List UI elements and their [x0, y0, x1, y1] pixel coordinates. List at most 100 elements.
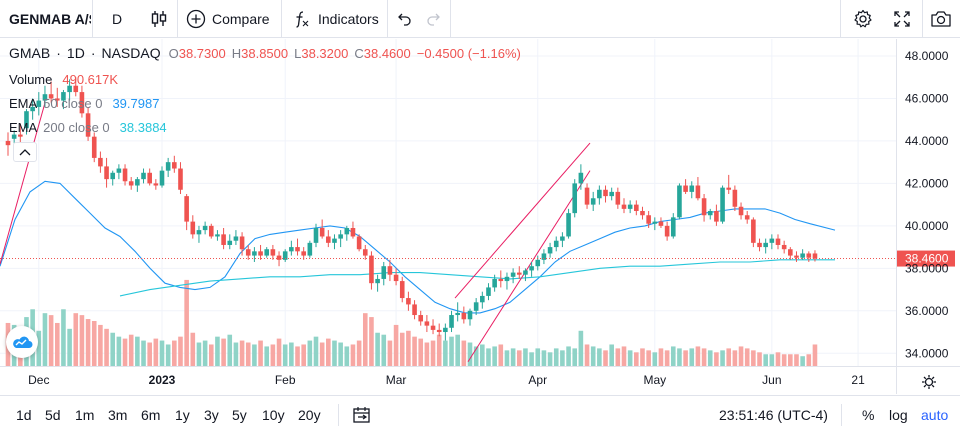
price-tick-label: 44.0000: [905, 134, 949, 148]
candle-body: [430, 325, 436, 330]
candle-body: [763, 242, 768, 248]
price-chart[interactable]: 38.4600 48.0000 46.0000 44.0000 42.0000 40.0…: [0, 39, 960, 394]
volume-bar: [467, 342, 473, 366]
candle-body: [313, 227, 319, 243]
candle-body: [319, 227, 325, 237]
candle-body: [584, 187, 590, 205]
ema50-legend[interactable]: EMA 50 close 0 39.7987: [9, 96, 159, 111]
snapshot-button[interactable]: [926, 0, 956, 38]
candle-body: [707, 210, 713, 216]
volume-bar: [110, 332, 116, 366]
candle-body: [553, 240, 559, 248]
volume-bar: [812, 344, 818, 366]
chart-type-button[interactable]: [142, 0, 176, 38]
collapse-legend-button[interactable]: [13, 142, 37, 162]
log-scale-toggle[interactable]: log: [889, 396, 908, 433]
range-3m-button[interactable]: 3m: [108, 396, 127, 433]
time-axis-settings-button[interactable]: [918, 371, 940, 393]
candle-body: [301, 251, 306, 256]
range-1d-button[interactable]: 1d: [16, 396, 32, 433]
volume-bar: [338, 342, 343, 366]
range-3y-button[interactable]: 3y: [204, 396, 219, 433]
candle-body: [744, 215, 750, 220]
symbol-search[interactable]: GENMAB A/S: [0, 0, 92, 38]
volume-bar: [640, 348, 645, 366]
volume-bar: [406, 330, 411, 366]
undo-button[interactable]: [394, 0, 416, 38]
time-tick-label: Mar: [386, 373, 407, 387]
volume-bar: [67, 328, 72, 366]
legend-close: C38.4600: [354, 46, 411, 61]
range-10y-button[interactable]: 10y: [262, 396, 285, 433]
fullscreen-button[interactable]: [885, 0, 919, 38]
candle-body: [104, 166, 109, 180]
volume-bar: [245, 342, 251, 366]
range-label: 3m: [108, 407, 128, 423]
volume-bar: [54, 322, 60, 366]
range-20y-button[interactable]: 20y: [298, 396, 321, 433]
chart-pane[interactable]: 38.4600 48.0000 46.0000 44.0000 42.0000 40.0…: [0, 39, 960, 394]
candle-body: [523, 270, 528, 275]
volume-bar: [399, 332, 405, 366]
ema50-value: 39.7987: [112, 96, 160, 111]
volume-bar: [153, 338, 159, 366]
volume-bar: [178, 336, 183, 366]
clock-display[interactable]: 23:51:46 (UTC-4): [719, 396, 828, 433]
indicators-button[interactable]: Indicators: [292, 0, 384, 38]
range-1m-button[interactable]: 1m: [75, 396, 94, 433]
candle-body: [252, 251, 257, 256]
range-label: 3y: [204, 407, 219, 423]
volume-bar: [295, 346, 300, 366]
volume-bar: [48, 315, 54, 366]
candle-body: [11, 134, 17, 139]
volume-bar: [196, 342, 202, 366]
volume-bar: [658, 348, 664, 366]
volume-bar: [184, 279, 189, 366]
main-series-legend: GMAB · 1D · NASDAQ O38.7300 H38.8500 L38…: [9, 45, 521, 61]
candle-body: [42, 94, 48, 101]
volume-bar: [128, 334, 134, 366]
camera-icon: [930, 10, 952, 28]
candle-body: [338, 234, 343, 239]
auto-scale-toggle[interactable]: auto: [921, 396, 948, 433]
candle-body: [788, 249, 793, 256]
candle-body: [85, 113, 91, 137]
volume-bar: [79, 315, 85, 366]
volume-bar: [603, 350, 608, 366]
candle-body: [794, 255, 799, 258]
last-price-badge: [897, 250, 955, 267]
toolbar-divider: [281, 0, 282, 38]
candle-body: [492, 278, 497, 288]
volume-bar: [689, 348, 695, 366]
settings-button[interactable]: [846, 0, 880, 38]
toolbar-divider: [841, 404, 842, 426]
range-6m-button[interactable]: 6m: [141, 396, 160, 433]
compare-button[interactable]: Compare: [186, 0, 278, 38]
volume-bar: [560, 350, 565, 366]
volume-bar: [486, 348, 491, 366]
volume-bar: [590, 346, 596, 366]
volume-bar: [781, 354, 787, 366]
toolbar-divider: [922, 0, 923, 38]
range-5y-button[interactable]: 5y: [232, 396, 247, 433]
candle-body: [547, 247, 553, 254]
range-5d-button[interactable]: 5d: [45, 396, 61, 433]
volume-bar: [492, 346, 497, 366]
redo-button[interactable]: [422, 0, 444, 38]
interval-button[interactable]: D: [92, 0, 142, 38]
volume-legend[interactable]: Volume 490.617K: [9, 72, 118, 87]
volume-bar: [529, 352, 534, 366]
candle-body: [18, 134, 23, 137]
volume-bar: [720, 350, 725, 366]
tradingview-logo[interactable]: [6, 326, 38, 358]
range-1y-button[interactable]: 1y: [175, 396, 190, 433]
volume-bar: [375, 332, 380, 366]
go-to-date-button[interactable]: [352, 396, 372, 433]
candle-body: [350, 227, 356, 237]
candlestick-icon: [150, 10, 168, 28]
percent-scale-toggle[interactable]: %: [862, 396, 874, 433]
ema200-legend[interactable]: EMA 200 close 0 38.3884: [9, 120, 167, 135]
candle-body: [732, 189, 738, 207]
candle-body: [603, 189, 608, 197]
volume-bar: [535, 348, 541, 366]
